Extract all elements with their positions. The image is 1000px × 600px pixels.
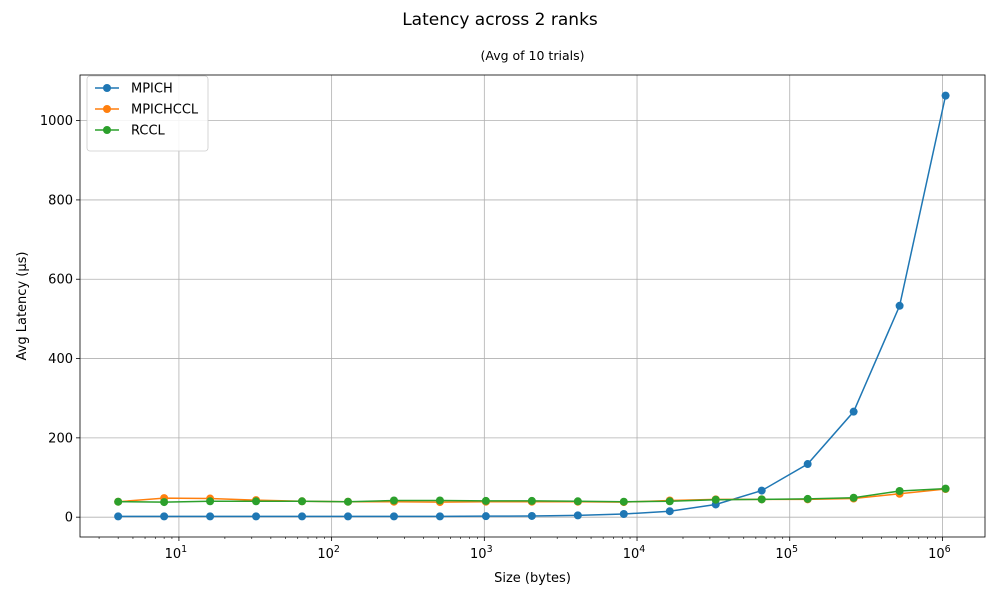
data-point — [711, 495, 720, 504]
chart-title: Latency across 2 ranks — [402, 10, 598, 30]
data-point — [941, 484, 950, 493]
legend-box — [86, 75, 209, 152]
data-point — [573, 511, 582, 520]
data-point — [619, 497, 628, 506]
data-point — [757, 486, 766, 495]
data-point — [895, 301, 904, 310]
series-mpich — [114, 91, 950, 521]
data-point — [389, 512, 398, 521]
legend-marker — [103, 126, 111, 134]
x-tick-label: 102 — [317, 544, 340, 562]
x-tick-label: 106 — [928, 544, 951, 562]
legend-item: RCCL — [95, 124, 166, 139]
data-point — [343, 497, 352, 506]
x-tick-label: 103 — [470, 544, 493, 562]
data-point — [160, 498, 169, 507]
data-point — [573, 497, 582, 506]
legend-label: RCCL — [131, 124, 166, 139]
data-point — [941, 91, 950, 100]
data-point — [252, 512, 261, 521]
y-tick-label: 0 — [65, 511, 73, 526]
legend: MPICH MPICHCCL RCCL — [86, 75, 209, 152]
x-tick-label: 105 — [775, 544, 798, 562]
data-point — [849, 407, 858, 416]
y-tick-label: 400 — [48, 352, 73, 367]
legend-label: MPICHCCL — [131, 103, 199, 118]
legend-item: MPICHCCL — [95, 103, 199, 118]
data-point — [481, 512, 490, 521]
data-point — [435, 496, 444, 505]
data-point — [665, 507, 674, 516]
legend-marker — [103, 84, 111, 92]
data-point — [665, 497, 674, 506]
legend-item: MPICH — [95, 82, 173, 97]
plot-frame — [79, 74, 986, 538]
data-point — [298, 512, 307, 521]
data-point — [298, 497, 307, 506]
series-rccl — [114, 484, 950, 507]
data-point — [114, 512, 123, 521]
data-point — [895, 486, 904, 495]
data-point — [160, 512, 169, 521]
y-tick-label: 800 — [48, 193, 73, 208]
data-point — [527, 511, 536, 520]
data-point — [803, 494, 812, 503]
legend-marker — [103, 105, 111, 113]
data-point — [435, 512, 444, 521]
data-point — [619, 509, 628, 518]
data-point — [206, 497, 215, 506]
grid-lines — [80, 75, 985, 537]
x-tick-label: 101 — [165, 544, 188, 562]
data-point — [849, 493, 858, 502]
y-tick-label: 200 — [48, 431, 73, 446]
series-lines — [114, 91, 950, 521]
x-tick-label: 104 — [623, 544, 646, 562]
x-axis-label: Size (bytes) — [494, 571, 571, 586]
series-line — [118, 95, 947, 518]
data-point — [343, 512, 352, 521]
data-point — [389, 496, 398, 505]
data-point — [803, 460, 812, 469]
data-point — [527, 496, 536, 505]
axes: 0 200 400 600 800 1000 101 102 103 104 105 106 — [40, 74, 986, 562]
legend-label: MPICH — [131, 82, 173, 97]
data-point — [252, 497, 261, 506]
y-tick-label: 600 — [48, 273, 73, 288]
data-point — [114, 497, 123, 506]
data-point — [757, 495, 766, 504]
y-tick-label: 1000 — [40, 114, 73, 129]
chart-subtitle: (Avg of 10 trials) — [481, 48, 585, 63]
data-point — [206, 512, 215, 521]
data-point — [481, 496, 490, 505]
y-axis-label: Avg Latency (µs) — [15, 252, 30, 361]
